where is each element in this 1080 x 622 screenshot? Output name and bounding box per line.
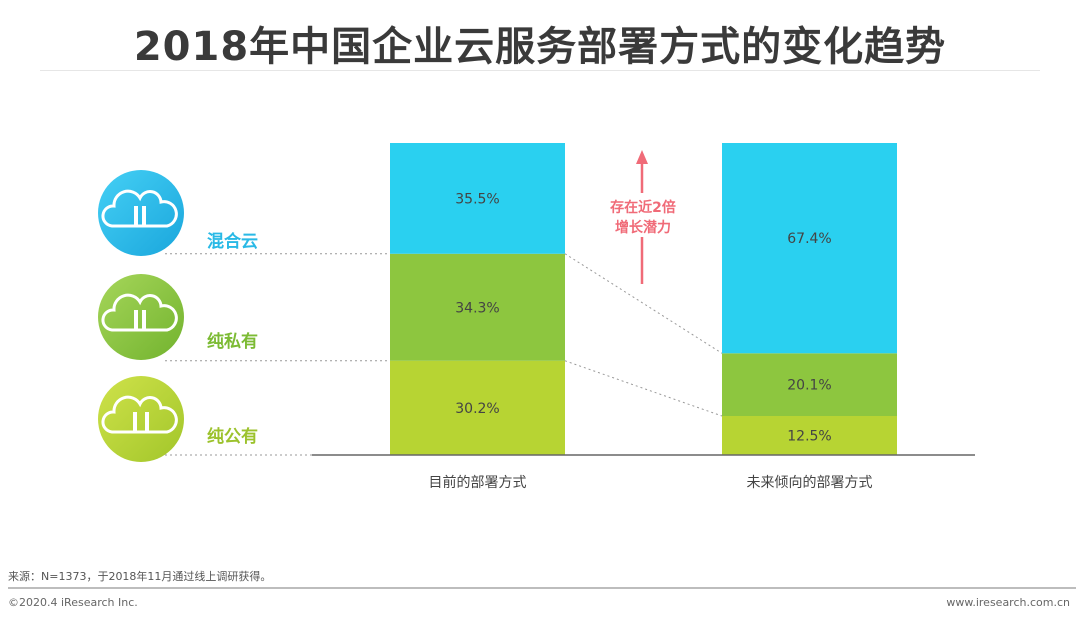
connector-line (564, 253, 723, 354)
bar-segment (722, 143, 897, 354)
growth-annotation: 存在近2倍 增长潜力 (598, 150, 688, 284)
bar-segment (390, 143, 565, 254)
data-label: 34.3% (455, 300, 499, 316)
legend-label: 纯公有 (207, 426, 258, 446)
chart-title: 2018年中国企业云服务部署方式的变化趋势 (133, 24, 947, 70)
category-label: 未来倾向的部署方式 (747, 475, 873, 491)
bar-segment (390, 253, 565, 361)
stacked-bar-chart: 混合云 纯私有 纯公有 30.2% 34.3% 35.5% 目前的部署方式 12.5% 2… (98, 143, 975, 491)
cloud-shape (101, 395, 178, 434)
annotation-line-1: 存在近2倍 (610, 199, 676, 216)
data-label: 35.5% (455, 191, 499, 207)
source-note: 来源：N=1373，于2018年11月通过线上调研获得。 (8, 570, 272, 583)
legend-item-public: 纯公有 (98, 376, 258, 462)
data-label: 30.2% (455, 401, 499, 417)
footer-divider (8, 587, 1076, 589)
legend-item-private: 纯私有 (98, 274, 258, 360)
bar-segment (390, 360, 565, 455)
website-link[interactable]: www.iresearch.com.cn (946, 596, 1070, 609)
legend-label: 混合云 (207, 231, 258, 251)
bar-segment (722, 353, 897, 416)
cloud-shape (101, 189, 178, 228)
data-label: 67.4% (787, 231, 831, 247)
category-label: 目前的部署方式 (429, 474, 527, 491)
cloud-shape (101, 293, 178, 332)
cloud-icon (98, 376, 184, 462)
connector-line (564, 360, 723, 417)
copyright-text: ©2020.4 iResearch Inc. (8, 596, 138, 609)
data-label: 20.1% (787, 378, 831, 394)
cloud-icon (98, 274, 184, 360)
arrow-head-icon (636, 150, 648, 164)
cloud-icon (98, 170, 184, 256)
legend-item-hybrid: 混合云 (98, 170, 258, 256)
title-divider (40, 70, 1040, 71)
legend-label: 纯私有 (207, 331, 258, 351)
bar-segment (722, 416, 897, 455)
data-label: 12.5% (787, 429, 831, 445)
annotation-line-2: 增长潜力 (615, 219, 671, 236)
